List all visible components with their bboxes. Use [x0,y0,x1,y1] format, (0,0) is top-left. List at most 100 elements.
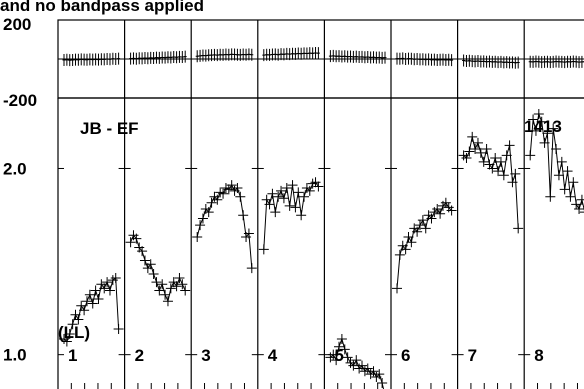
amp-point [232,183,242,193]
phase-point [560,56,563,68]
amp-point [235,192,245,202]
phase-point [338,50,341,62]
amp-point [346,358,356,368]
phase-point [497,56,500,68]
if-label: 4 [268,346,278,365]
amp-point [192,232,202,242]
if-label: 1 [68,346,77,365]
phase-point [363,51,366,63]
phase-point [114,53,117,65]
phase-point [534,56,537,68]
phase-point [401,52,404,64]
amp-point [218,189,228,199]
amp-panel: 2.0 1.0 [3,20,584,389]
phase-point [563,56,566,68]
phase-point [572,56,575,68]
amp-point [259,244,269,254]
phase-point [88,53,91,65]
amp-point [525,150,535,160]
phase-point [63,54,66,66]
amp-point [174,273,184,283]
phase-point [201,49,204,61]
phase-point [161,51,164,63]
baseline-label: JB - EF [80,119,139,138]
phase-point [297,48,300,60]
phase-point [204,50,207,62]
phase-point [178,51,181,63]
amp-point [166,283,176,293]
amp-point [343,352,353,362]
phase-point [303,47,306,59]
phase-point [555,56,558,68]
amp-point [114,324,124,334]
amp-point [308,179,318,189]
phase-point [566,56,569,68]
phase-point [352,51,355,63]
phase-point [166,51,169,63]
phase-point [369,51,372,63]
if-label: 8 [534,346,543,365]
amp-point [371,372,381,382]
amp-point [85,290,95,300]
if-label: 5 [334,346,343,365]
phase-point [491,56,494,68]
phase-point [424,54,427,66]
phase-point [575,56,578,68]
phase-point [68,54,71,66]
amp-point [299,192,309,202]
phase-point [164,52,167,64]
amp-point [493,166,503,176]
phase-point [557,56,560,68]
phase-point [436,54,439,66]
phase-point [103,53,106,65]
phase-point [450,54,453,66]
amp-point [282,183,292,193]
phase-point [361,51,364,63]
phase-point [488,56,491,68]
phase-point [184,51,187,63]
phase-point [65,54,68,66]
phase-point [447,54,450,66]
phase-point [349,50,352,62]
phase-point [132,52,135,64]
phase-point [404,53,407,65]
amp-point [392,283,402,293]
phase-point [433,54,436,66]
phase-point [152,52,155,64]
amp-point [180,285,190,295]
phase-point [332,50,335,62]
amp-tick-label: 1.0 [3,346,27,365]
amp-point [215,187,225,197]
phase-point [196,50,199,62]
phase-point [305,48,308,60]
phase-point [372,51,375,63]
phase-point [407,53,410,65]
phase-point [384,52,387,64]
amp-point [270,207,280,217]
polarization-label: (LL) [58,323,90,342]
phase-point [85,54,88,66]
phase-point [552,56,555,68]
phase-point [343,50,346,62]
amp-point [479,157,489,167]
amp-point [221,183,231,193]
phase-point [155,52,158,64]
amp-point [363,363,373,373]
phase-point [355,51,358,63]
amp-series-line [197,185,252,268]
phase-point [175,51,178,63]
phase-point [505,56,508,68]
amp-point [151,277,161,287]
phase-point [465,55,468,67]
phase-point [543,56,546,68]
amp-point [102,277,112,287]
phase-point [291,48,294,60]
phase-point [418,53,421,65]
amp-point [560,184,570,194]
amp-point [563,166,573,176]
phase-point [439,54,442,66]
amp-point [198,214,208,224]
amp-point [377,378,387,388]
phase-point [317,47,320,59]
source-label: 1413 [524,117,562,136]
